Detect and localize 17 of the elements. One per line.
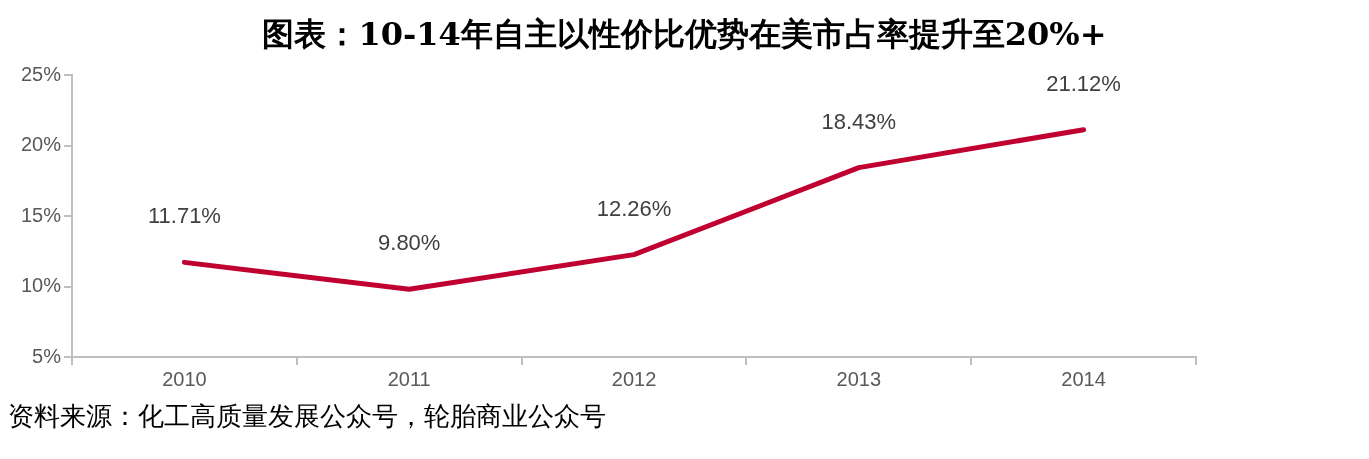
y-tick-label: 20% [21,133,62,156]
x-tick-label: 2011 [387,367,431,390]
data-label: 9.80% [378,230,441,256]
x-tick-label: 2013 [836,367,882,390]
x-tick-label: 2012 [611,367,657,390]
x-tick-label: 2014 [1061,367,1106,390]
y-tick-label: 10% [21,274,62,297]
data-label: 18.43% [821,108,897,134]
y-tick-label: 25% [21,62,62,85]
data-label: 11.71% [147,203,221,229]
data-label: 12.26% [596,195,672,221]
y-tick-label: 15% [21,203,62,226]
chart-title: 图表：10-14年自主以性价比优势在美市占率提升至20%+ [261,14,1108,55]
data-label: 21.12% [1046,70,1121,96]
text: 资料来源：化工高质量发展公众号，轮胎商业公众号 [8,400,607,433]
y-tick-label: 5% [32,344,62,367]
x-tick-label: 2010 [162,367,207,390]
